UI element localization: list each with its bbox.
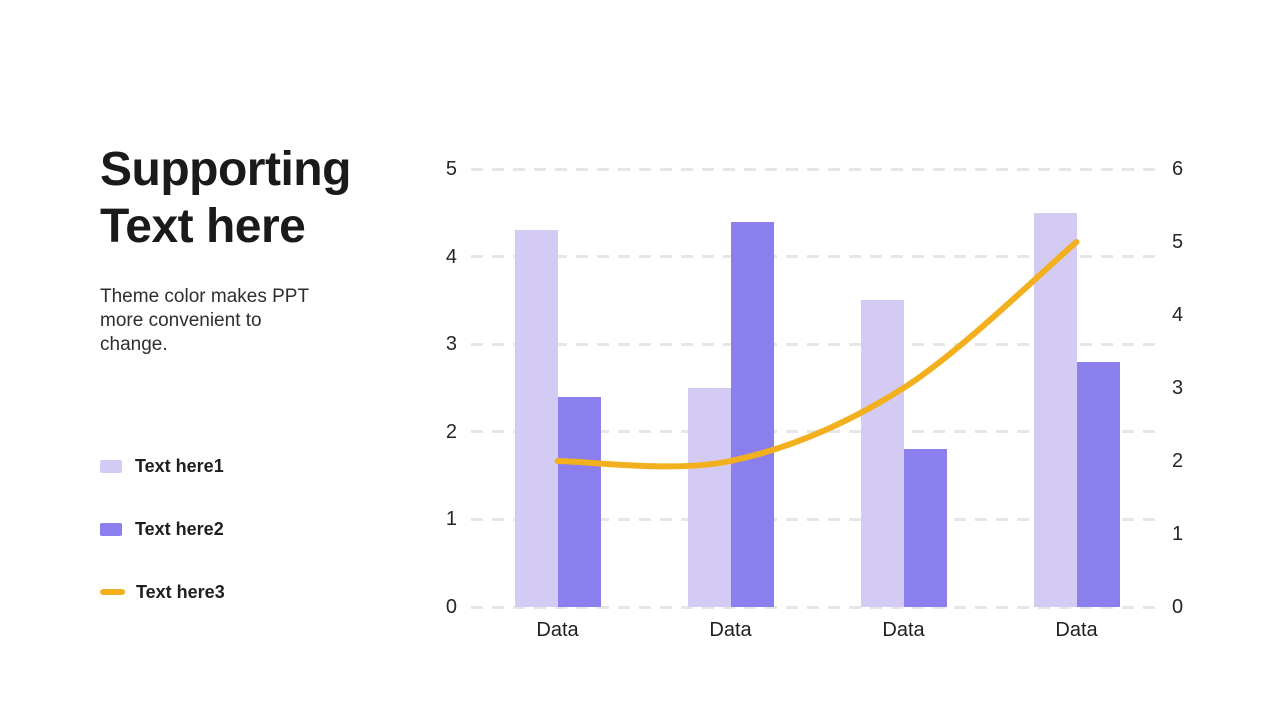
- y-left-tick-4: 4: [445, 245, 457, 268]
- x-axis-label-group2: Data: [709, 619, 752, 641]
- bar-text-here2-group2: [730, 221, 774, 607]
- y-right-tick-0: 0: [1172, 596, 1184, 618]
- y-left-tick-5: 5: [445, 158, 457, 180]
- y-right-tick-6: 6: [1172, 158, 1184, 180]
- subtitle-line2: more convenient to: [100, 310, 262, 331]
- series2-swatch-icon: [100, 522, 122, 536]
- x-axis-label-group3: Data: [882, 619, 925, 641]
- x-axis-label-group1: Data: [536, 619, 579, 641]
- bar-text-here1-group1: [514, 230, 558, 607]
- legend-item-series3: Text here3: [100, 578, 340, 606]
- legend-label-series1: Text here1: [135, 455, 224, 476]
- legend-item-series1: Text here1: [100, 452, 340, 480]
- gridline: [471, 255, 1163, 259]
- y-right-tick-2: 2: [1172, 450, 1184, 472]
- y-left-tick-3: 3: [445, 333, 457, 356]
- gridline: [471, 167, 1163, 171]
- series1-swatch-icon: [100, 459, 122, 473]
- gridline: [471, 605, 1163, 609]
- page-title: Supporting Text here: [100, 141, 400, 255]
- y-right-tick-5: 5: [1172, 231, 1184, 253]
- page-title-line1: Supporting: [100, 143, 351, 196]
- gridline: [471, 517, 1163, 521]
- bar-text-here1-group4: [1033, 212, 1077, 607]
- bar-text-here1-group2: [687, 388, 731, 607]
- subtitle-line1: Theme color makes PPT: [100, 286, 310, 307]
- y-right-tick-3: 3: [1172, 377, 1184, 399]
- y-left-tick-2: 2: [445, 420, 457, 443]
- bar-text-here2-group4: [1076, 361, 1120, 607]
- legend-label-series2: Text here2: [135, 518, 224, 539]
- x-axis-label-group4: Data: [1055, 619, 1098, 641]
- gridline: [471, 342, 1163, 346]
- bar-text-here2-group1: [557, 396, 601, 607]
- y-left-tick-1: 1: [445, 508, 457, 531]
- y-right-tick-1: 1: [1172, 523, 1184, 545]
- subtitle: Theme color makes PPT more convenient to…: [100, 285, 340, 357]
- y-left-tick-0: 0: [445, 596, 457, 618]
- y-right-tick-4: 4: [1172, 304, 1184, 326]
- page-title-line2: Text here: [100, 200, 306, 253]
- bar-text-here2-group3: [903, 449, 947, 607]
- subtitle-line3: change.: [100, 334, 168, 355]
- legend-item-series2: Text here2: [100, 515, 340, 543]
- legend-label-series3: Text here3: [136, 581, 225, 602]
- legend: Text here1 Text here2 Text here3: [100, 452, 340, 641]
- line-series: [554, 239, 1080, 470]
- bar-text-here1-group3: [860, 300, 904, 607]
- series3-line-swatch-icon: [100, 589, 125, 595]
- plot-area: [471, 167, 1163, 609]
